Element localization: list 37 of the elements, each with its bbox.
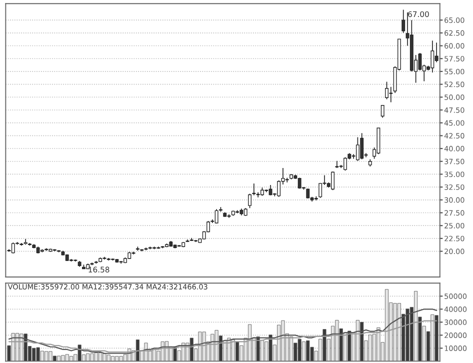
candlestick: [380, 104, 384, 118]
bar: [61, 355, 65, 362]
candlestick: [418, 52, 422, 71]
bar: [119, 356, 123, 362]
bar: [65, 354, 69, 362]
bar: [32, 348, 36, 362]
candlestick: [306, 188, 310, 199]
candlestick: [277, 180, 281, 198]
bar: [434, 315, 438, 362]
bar: [44, 351, 48, 362]
candlestick: [360, 132, 364, 160]
bar: [368, 334, 372, 362]
bar: [306, 340, 310, 362]
bar: [236, 341, 240, 362]
bar: [57, 356, 61, 362]
candlestick: [430, 40, 434, 73]
bar: [430, 314, 434, 362]
candlestick: [344, 156, 347, 172]
candlestick: [248, 193, 252, 209]
candlestick: [335, 160, 339, 168]
candlestick: [318, 182, 322, 198]
candlestick: [256, 192, 260, 198]
candlestick: [252, 183, 256, 196]
bar: [48, 351, 52, 362]
candlestick: [285, 177, 289, 183]
bar: [136, 340, 140, 362]
candlestick: [389, 86, 393, 103]
candlestick: [385, 81, 388, 100]
candlestick: [356, 136, 360, 162]
candlestick: [331, 171, 335, 191]
bar: [40, 350, 44, 362]
bar: [36, 347, 40, 362]
line-series: [8, 320, 438, 353]
candlestick: [11, 242, 15, 254]
candlestick: [402, 9, 406, 34]
bar: [115, 356, 119, 362]
candlestick: [214, 208, 218, 224]
